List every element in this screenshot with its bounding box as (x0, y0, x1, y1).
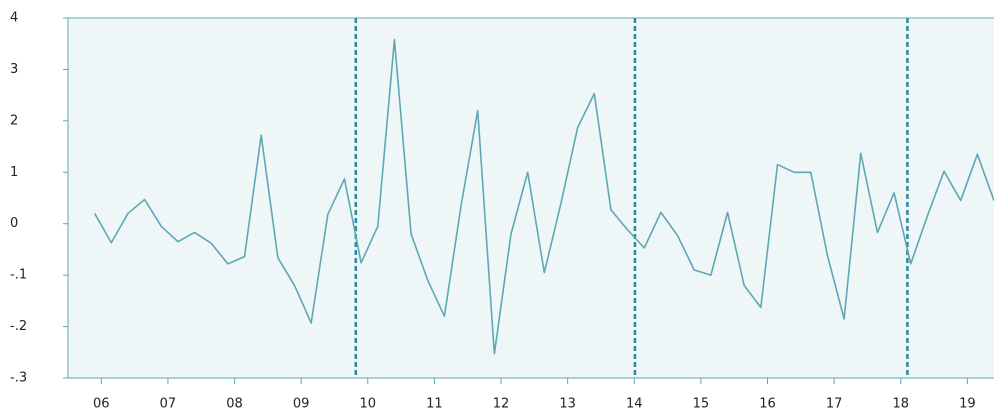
x-tick-label: 11 (426, 397, 443, 412)
data-line (93, 38, 994, 355)
x-tick-label: 08 (226, 397, 243, 412)
x-tick-label: 15 (693, 397, 710, 412)
x-tick-label: 09 (293, 397, 310, 412)
x-tick-label: 12 (493, 397, 510, 412)
x-tick-label: 19 (959, 397, 976, 412)
y-tick-label: 0 (10, 216, 18, 231)
y-tick-label: 4 (10, 11, 18, 26)
x-tick-label: 13 (559, 397, 576, 412)
y-tick-label: -.3 (10, 371, 27, 386)
x-tick-label: 10 (360, 397, 377, 412)
x-tick-label: 17 (826, 397, 843, 412)
plot-area (68, 18, 994, 378)
y-tick-label: 3 (10, 62, 18, 77)
x-tick-label: 18 (892, 397, 909, 412)
x-tick-label: 16 (759, 397, 776, 412)
y-tick-label: -.2 (10, 319, 27, 334)
y-tick-label: -.1 (10, 268, 27, 283)
y-tick-label: 2 (10, 113, 18, 128)
x-tick-label: 14 (626, 397, 643, 412)
x-tick-label: 07 (160, 397, 177, 412)
y-tick-label: 1 (10, 165, 18, 180)
x-tick-label: 06 (93, 397, 110, 412)
